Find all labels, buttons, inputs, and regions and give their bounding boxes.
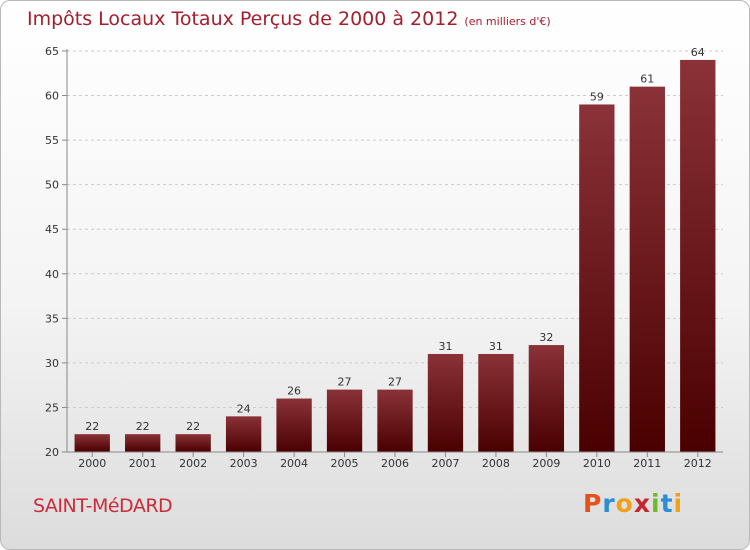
- x-tick-label: 2009: [532, 457, 560, 470]
- data-label: 22: [85, 420, 99, 433]
- logo-letter: o: [615, 489, 634, 518]
- x-tick-label: 2008: [482, 457, 510, 470]
- proxiti-logo: Proxiti: [583, 489, 683, 518]
- logo-letter: P: [583, 489, 603, 518]
- x-tick-label: 2007: [431, 457, 459, 470]
- x-tick-label: 2000: [78, 457, 106, 470]
- y-tick-label: 60: [45, 90, 59, 103]
- x-tick-label: 2005: [331, 457, 359, 470]
- x-tick-label: 2003: [230, 457, 258, 470]
- y-tick-label: 50: [45, 179, 59, 192]
- y-tick-label: 45: [45, 223, 59, 236]
- data-label: 27: [388, 376, 402, 389]
- data-label: 31: [489, 340, 503, 353]
- x-tick-label: 2006: [381, 457, 409, 470]
- bar-2010: [579, 104, 615, 452]
- bar-2002: [175, 434, 211, 452]
- chart-title: Impôts Locaux Totaux Perçus de 2000 à 20…: [27, 8, 551, 30]
- bar-2011: [629, 86, 665, 453]
- y-tick-label: 40: [45, 268, 59, 281]
- data-label: 31: [438, 340, 452, 353]
- logo-letter: r: [602, 489, 616, 518]
- chart-unit: (en milliers d'€): [464, 15, 551, 28]
- bar-2004: [276, 398, 312, 452]
- data-label: 64: [691, 46, 705, 59]
- y-tick-label: 25: [45, 401, 59, 414]
- data-label: 27: [338, 376, 352, 389]
- bar-2001: [125, 434, 161, 452]
- y-tick-label: 30: [45, 357, 59, 370]
- bar-2006: [377, 389, 413, 452]
- x-tick-label: 2012: [684, 457, 712, 470]
- data-label: 24: [237, 402, 251, 415]
- x-tick-label: 2004: [280, 457, 308, 470]
- logo-letter: i: [673, 489, 684, 518]
- data-label: 61: [640, 73, 654, 86]
- bar-2003: [225, 416, 262, 452]
- y-tick-label: 35: [45, 312, 59, 325]
- commune-name: SAINT-MéDARD: [33, 495, 173, 517]
- x-tick-label: 2002: [179, 457, 207, 470]
- bar-2009: [528, 345, 565, 452]
- y-tick-label: 20: [45, 446, 59, 459]
- data-label: 22: [186, 420, 200, 433]
- data-label: 22: [136, 420, 150, 433]
- logo-letter: x: [633, 489, 651, 518]
- x-tick-label: 2011: [633, 457, 661, 470]
- bar-2007: [427, 353, 464, 452]
- y-tick-label: 55: [45, 134, 59, 147]
- data-label: 32: [539, 331, 553, 344]
- logo-letter: i: [651, 489, 661, 518]
- y-tick-label: 65: [45, 45, 59, 58]
- bar-2008: [478, 353, 514, 452]
- data-label: 26: [287, 385, 301, 398]
- bar-2000: [74, 434, 110, 452]
- bar-2012: [680, 59, 716, 453]
- logo-letter: t: [660, 489, 674, 518]
- x-tick-label: 2001: [129, 457, 157, 470]
- data-label: 59: [590, 90, 604, 103]
- bar-2005: [326, 389, 363, 452]
- x-tick-label: 2010: [583, 457, 611, 470]
- chart-title-text: Impôts Locaux Totaux Perçus de 2000 à 20…: [27, 8, 459, 30]
